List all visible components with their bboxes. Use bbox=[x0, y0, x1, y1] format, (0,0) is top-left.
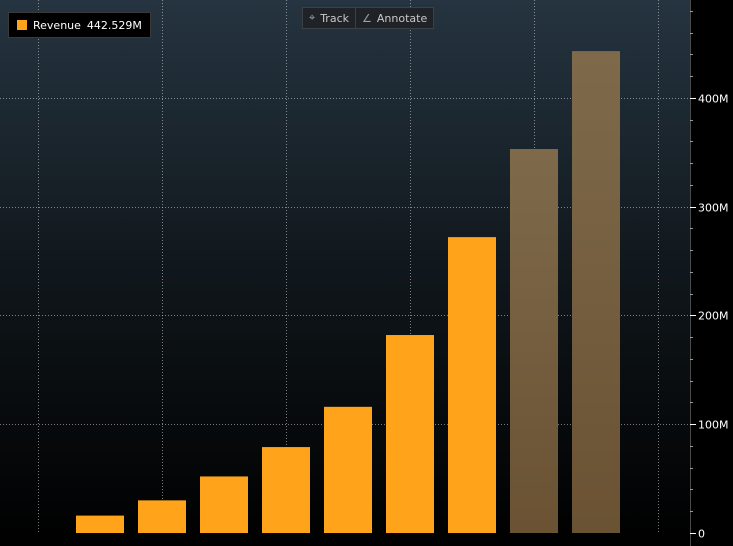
revenue-bar[interactable] bbox=[448, 237, 496, 533]
legend: Revenue 442.529M bbox=[8, 12, 151, 38]
y-tick-label: 0 bbox=[698, 528, 705, 541]
revenue-bar[interactable] bbox=[76, 515, 124, 533]
revenue-bar-estimate[interactable] bbox=[510, 149, 558, 533]
y-tick-label: 400M bbox=[698, 93, 729, 106]
y-tick-label: 200M bbox=[698, 310, 729, 323]
revenue-bar[interactable] bbox=[200, 476, 248, 533]
legend-swatch bbox=[17, 20, 27, 30]
legend-label: Revenue bbox=[33, 18, 81, 32]
y-tick-label: 300M bbox=[698, 202, 729, 215]
crosshair-icon: ⌖ bbox=[309, 11, 316, 24]
y-tick-label: 100M bbox=[698, 419, 729, 432]
y-axis: 0 100M 200M 300M 400M bbox=[690, 0, 729, 546]
revenue-bar[interactable] bbox=[324, 406, 372, 533]
annotate-label: Annotate bbox=[376, 11, 428, 25]
track-button[interactable]: ⌖ Track bbox=[303, 8, 355, 28]
bars bbox=[76, 51, 620, 534]
track-label: Track bbox=[320, 11, 349, 25]
revenue-bar[interactable] bbox=[138, 500, 186, 533]
revenue-bar-estimate[interactable] bbox=[572, 51, 620, 534]
pencil-icon: ∠ bbox=[362, 11, 372, 25]
revenue-bar[interactable] bbox=[386, 335, 434, 533]
chart-toolbar: ⌖ Track ∠ Annotate bbox=[302, 7, 435, 29]
legend-value: 442.529M bbox=[86, 18, 142, 32]
annotate-button[interactable]: ∠ Annotate bbox=[355, 8, 433, 28]
axis-background bbox=[690, 0, 733, 546]
revenue-bar[interactable] bbox=[262, 447, 310, 533]
